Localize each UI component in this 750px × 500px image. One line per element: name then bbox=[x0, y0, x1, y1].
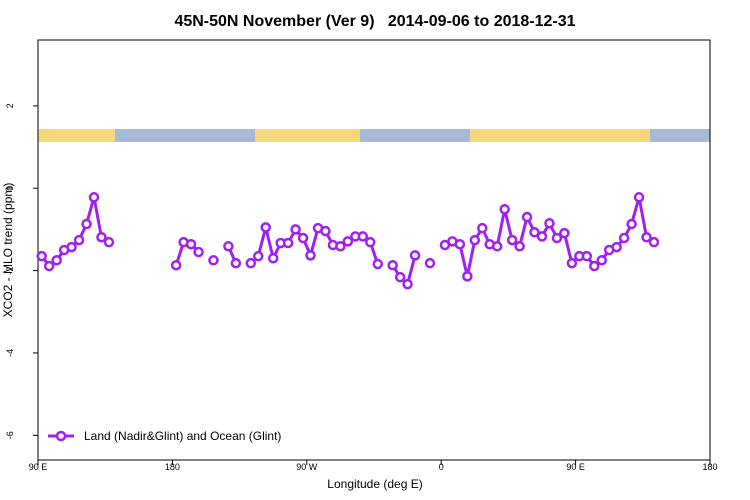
x-axis-label: Longitude (deg E) bbox=[327, 477, 422, 491]
data-point bbox=[409, 250, 421, 261]
data-point bbox=[618, 232, 630, 244]
data-point bbox=[596, 255, 607, 266]
legend-label: Land (Nadir&Glint) and Ocean (Glint) bbox=[84, 429, 281, 443]
x-tick-label: 0 bbox=[439, 462, 444, 472]
data-point bbox=[357, 231, 369, 242]
data-point bbox=[335, 241, 346, 252]
land-band bbox=[38, 129, 115, 142]
x-tick-label: 90 E bbox=[566, 462, 585, 472]
data-point bbox=[208, 255, 219, 266]
data-point bbox=[641, 231, 652, 243]
x-tick-label: 90 W bbox=[296, 462, 318, 472]
data-point bbox=[536, 231, 548, 242]
data-point bbox=[230, 257, 242, 269]
x-tick-label: 90 E bbox=[29, 462, 48, 472]
data-point bbox=[529, 227, 540, 238]
data-point bbox=[96, 231, 107, 243]
data-point bbox=[290, 224, 301, 235]
data-point bbox=[88, 192, 100, 203]
data-point bbox=[462, 271, 473, 282]
data-point bbox=[648, 236, 660, 248]
data-point bbox=[43, 260, 55, 272]
data-point bbox=[454, 238, 466, 250]
data-point bbox=[223, 241, 234, 252]
data-point bbox=[402, 278, 413, 290]
data-point bbox=[320, 225, 331, 237]
data-point bbox=[394, 271, 406, 283]
data-point bbox=[544, 217, 555, 229]
y-tick-label: -2 bbox=[5, 267, 15, 275]
data-point bbox=[589, 260, 600, 272]
data-point bbox=[103, 236, 115, 248]
data-point bbox=[469, 234, 481, 246]
data-point bbox=[611, 241, 622, 253]
data-point bbox=[521, 211, 533, 223]
data-point bbox=[170, 259, 182, 271]
data-point bbox=[267, 252, 279, 264]
x-tick-label: 180 bbox=[165, 462, 180, 472]
x-tick-label: 180 bbox=[702, 462, 717, 472]
data-point bbox=[260, 222, 271, 233]
land-band bbox=[470, 129, 650, 142]
plot-frame bbox=[37, 39, 711, 461]
data-point bbox=[372, 258, 383, 270]
data-point bbox=[491, 241, 503, 252]
data-point bbox=[73, 234, 85, 246]
legend-item: Land (Nadir&Glint) and Ocean (Glint) bbox=[48, 429, 281, 443]
data-point bbox=[559, 227, 570, 239]
data-point bbox=[185, 238, 197, 250]
y-tick-label: 2 bbox=[5, 103, 15, 108]
data-point bbox=[551, 232, 563, 244]
data-point bbox=[66, 241, 77, 253]
map-strip bbox=[38, 129, 710, 142]
data-point bbox=[633, 192, 645, 203]
data-point bbox=[51, 255, 62, 266]
data-point bbox=[626, 218, 637, 230]
data-point bbox=[424, 257, 436, 269]
data-point bbox=[477, 222, 488, 234]
data-point bbox=[365, 236, 376, 248]
data-point bbox=[581, 250, 593, 262]
legend-marker bbox=[55, 430, 67, 442]
chart-title: 45N-50N November (Ver 9) 2014-09-06 to 2… bbox=[174, 13, 575, 30]
data-point bbox=[297, 232, 309, 244]
y-tick-label: -4 bbox=[5, 349, 15, 357]
data-point bbox=[387, 259, 398, 271]
data-point bbox=[342, 236, 354, 247]
data-point bbox=[36, 250, 47, 262]
land-band bbox=[255, 129, 360, 142]
data-point bbox=[506, 234, 518, 246]
y-tick-label: -6 bbox=[5, 431, 15, 439]
data-point bbox=[81, 218, 92, 230]
data-point bbox=[282, 237, 294, 249]
data-point bbox=[305, 250, 316, 261]
data-point bbox=[253, 250, 264, 262]
data-point bbox=[514, 241, 525, 252]
data-point bbox=[245, 257, 257, 269]
data-point bbox=[193, 246, 204, 258]
y-axis-label: XCO2 - MLO trend (ppm) bbox=[1, 183, 15, 318]
y-tick-label: 0 bbox=[5, 186, 15, 191]
data-point bbox=[566, 257, 578, 269]
data-point bbox=[499, 203, 510, 215]
